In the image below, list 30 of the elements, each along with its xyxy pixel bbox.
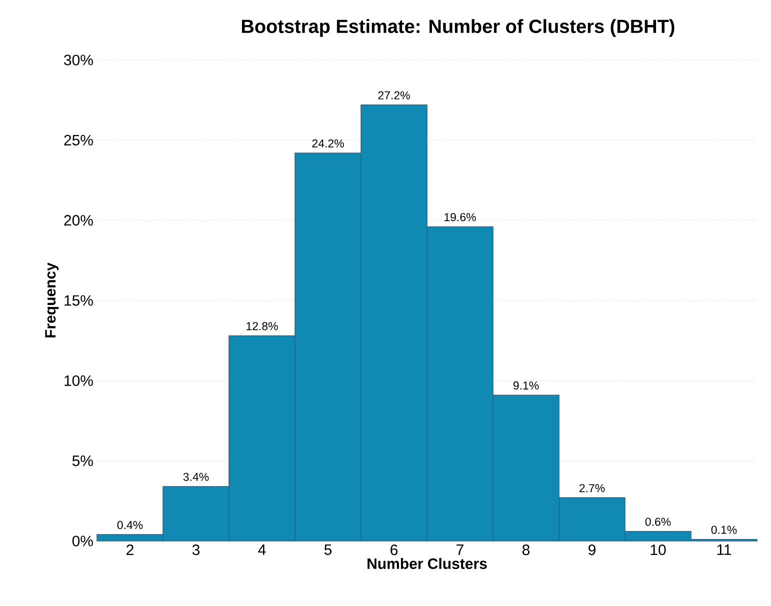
chart-title: Bootstrap Estimate: Number of Clusters (DBHT) — [242, 19, 674, 37]
data-label: 0.4% — [117, 520, 143, 530]
x-tick-label: 5 — [324, 544, 332, 555]
x-tick-label: 10 — [650, 544, 666, 556]
x-tick-label: 2 — [126, 544, 134, 555]
x-tick-label: 8 — [522, 544, 530, 556]
data-label: 0.1% — [711, 526, 737, 534]
y-tick-label: 15% — [64, 295, 93, 306]
x-axis-title: Number Clusters — [368, 558, 487, 569]
y-tick-label: 30% — [64, 54, 93, 66]
x-tick-label: 6 — [390, 544, 398, 556]
data-label: 2.7% — [579, 484, 605, 492]
x-tick-label: 3 — [192, 544, 200, 556]
y-tick-label: 5% — [72, 456, 93, 466]
x-tick-label: 7 — [456, 544, 464, 555]
y-tick-label: 0% — [72, 536, 93, 546]
data-label: 27.2% — [378, 91, 410, 100]
x-tick-label: 11 — [717, 544, 732, 555]
data-label: 0.6% — [645, 518, 671, 526]
data-label: 19.6% — [444, 213, 476, 222]
data-label: 9.1% — [513, 381, 539, 390]
y-tick-label: 25% — [64, 134, 93, 146]
data-label: 24.2% — [312, 139, 344, 148]
y-tick-label: 20% — [64, 215, 93, 226]
x-tick-label: 9 — [588, 544, 596, 556]
y-tick-label: 10% — [64, 375, 93, 386]
y-axis-title: Frequency — [45, 262, 59, 338]
data-label: 3.4% — [183, 472, 209, 481]
x-tick-label: 4 — [258, 544, 266, 555]
data-label: 12.8% — [246, 322, 278, 330]
